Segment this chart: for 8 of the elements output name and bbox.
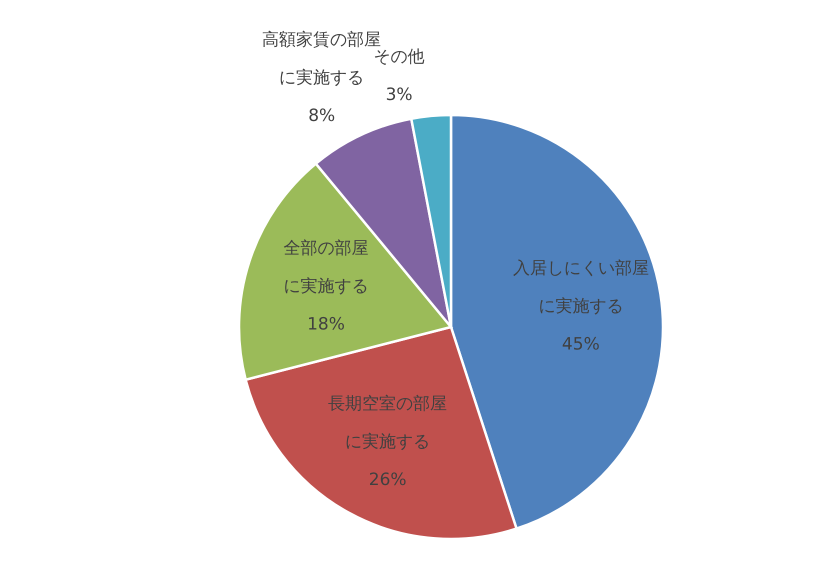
- data-label: 3%: [386, 84, 413, 105]
- data-label: 8%: [308, 106, 336, 126]
- data-label: 26%: [368, 470, 407, 490]
- slice-label: 長期空室の部屋に実施する: [328, 394, 448, 452]
- slice-label: 入居しにくい部屋に実施する: [512, 258, 649, 316]
- data-label: 45%: [562, 334, 600, 354]
- slice-label: 全部の部屋に実施する: [283, 238, 368, 296]
- data-label: 18%: [307, 314, 345, 334]
